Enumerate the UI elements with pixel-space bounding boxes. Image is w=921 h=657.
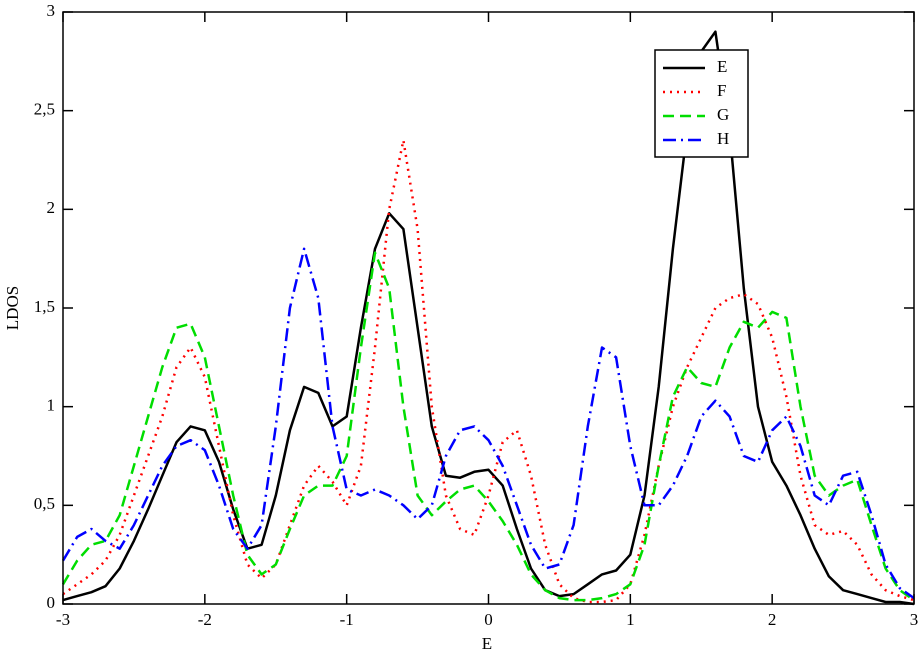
plot-frame bbox=[62, 11, 915, 605]
legend-label: E bbox=[717, 57, 727, 76]
x-tick-label: 1 bbox=[626, 610, 635, 629]
x-tick-label: -1 bbox=[340, 610, 354, 629]
series-line bbox=[62, 30, 915, 606]
series-line bbox=[61, 251, 915, 602]
x-tick-label: 2 bbox=[768, 610, 777, 629]
legend-label: H bbox=[717, 129, 729, 148]
y-tick-label: 2 bbox=[47, 198, 56, 217]
x-axis-label: E bbox=[482, 634, 492, 653]
x-tick-label: -3 bbox=[56, 610, 70, 629]
x-tick-label: -2 bbox=[198, 610, 212, 629]
y-tick-label: 0,5 bbox=[34, 494, 55, 513]
series-line bbox=[61, 247, 915, 600]
y-tick-label: 1,5 bbox=[34, 297, 55, 316]
y-tick-label: 3 bbox=[47, 1, 56, 20]
x-tick-label: 0 bbox=[484, 610, 493, 629]
legend-label: F bbox=[717, 81, 726, 100]
y-tick-label: 2,5 bbox=[34, 100, 55, 119]
series-line bbox=[62, 139, 915, 604]
x-tick-label: 3 bbox=[910, 610, 919, 629]
y-tick-label: 1 bbox=[47, 396, 56, 415]
y-axis-label: LDOS bbox=[3, 286, 22, 330]
y-tick-label: 0 bbox=[47, 593, 56, 612]
legend-label: G bbox=[717, 105, 729, 124]
